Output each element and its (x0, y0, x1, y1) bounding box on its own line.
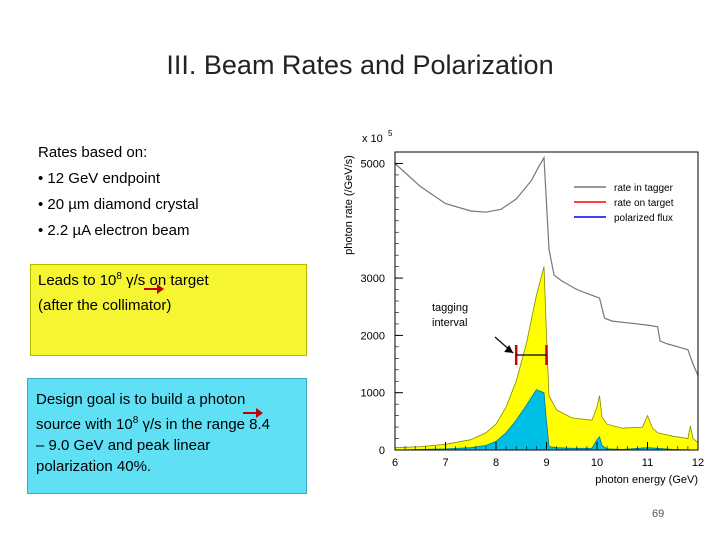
rates-bullet-beam: • 2.2 µA electron beam (38, 222, 190, 239)
target-rate-box: Leads to 108 γ/s on target (after the co… (30, 264, 307, 356)
y-multiplier-label: x 10 (362, 133, 383, 145)
tagging-interval-label: interval (432, 317, 467, 329)
rates-bullet-endpoint: • 12 GeV endpoint (38, 170, 161, 187)
vector-arrow-icon (143, 283, 165, 295)
rates-bullet-crystal: • 20 µm diamond crystal (38, 196, 199, 213)
y-tick-label: 2000 (361, 330, 385, 342)
y-tick-label: 3000 (361, 273, 385, 285)
page-title: III. Beam Rates and Polarization (166, 50, 554, 80)
rates-heading: Rates based on: (38, 144, 148, 161)
tagging-interval-label: tagging (432, 302, 468, 314)
page-number: 69 (652, 508, 665, 520)
design-goal-text: Design goal is to build a photon source … (36, 391, 271, 475)
x-tick-label: 9 (543, 457, 549, 469)
x-tick-label: 11 (642, 457, 653, 469)
legend-label: rate in tagger (614, 183, 674, 194)
legend-label: rate on target (614, 198, 674, 209)
legend-label: polarized flux (614, 213, 673, 224)
y-multiplier-exponent: 5 (388, 129, 393, 138)
x-tick-label: 10 (591, 457, 603, 469)
y-tick-label: 1000 (361, 388, 385, 400)
rates-list: Rates based on: • 12 GeV endpoint • 20 µ… (38, 140, 199, 244)
x-tick-label: 12 (692, 457, 704, 469)
vector-arrow-icon (242, 407, 264, 419)
y-tick-label: 5000 (361, 158, 385, 170)
rate-on-target-line (394, 266, 699, 449)
polarized-flux-line (394, 389, 699, 451)
x-tick-label: 6 (392, 457, 398, 469)
polarized-flux-area (395, 389, 698, 450)
photon-rate-chart: 6 7 8 9 10 11 12 0 1000 2000 3000 5000 x 10 5 photon r… (343, 129, 704, 486)
collimator-note: (after the collimator) (38, 297, 172, 314)
y-tick-label: 0 (379, 445, 385, 457)
annotation-arrowhead (504, 345, 514, 353)
x-axis-label: photon energy (GeV) (595, 474, 698, 486)
x-tick-label: 7 (442, 457, 448, 469)
rate-in-tagger-line (394, 155, 699, 376)
y-axis-label: photon rate (/GeV/s) (343, 155, 355, 255)
x-tick-label: 8 (493, 457, 499, 469)
target-rate-line: Leads to 108 γ/s on target (38, 271, 209, 289)
design-goal-box: Design goal is to build a photon source … (27, 378, 307, 494)
